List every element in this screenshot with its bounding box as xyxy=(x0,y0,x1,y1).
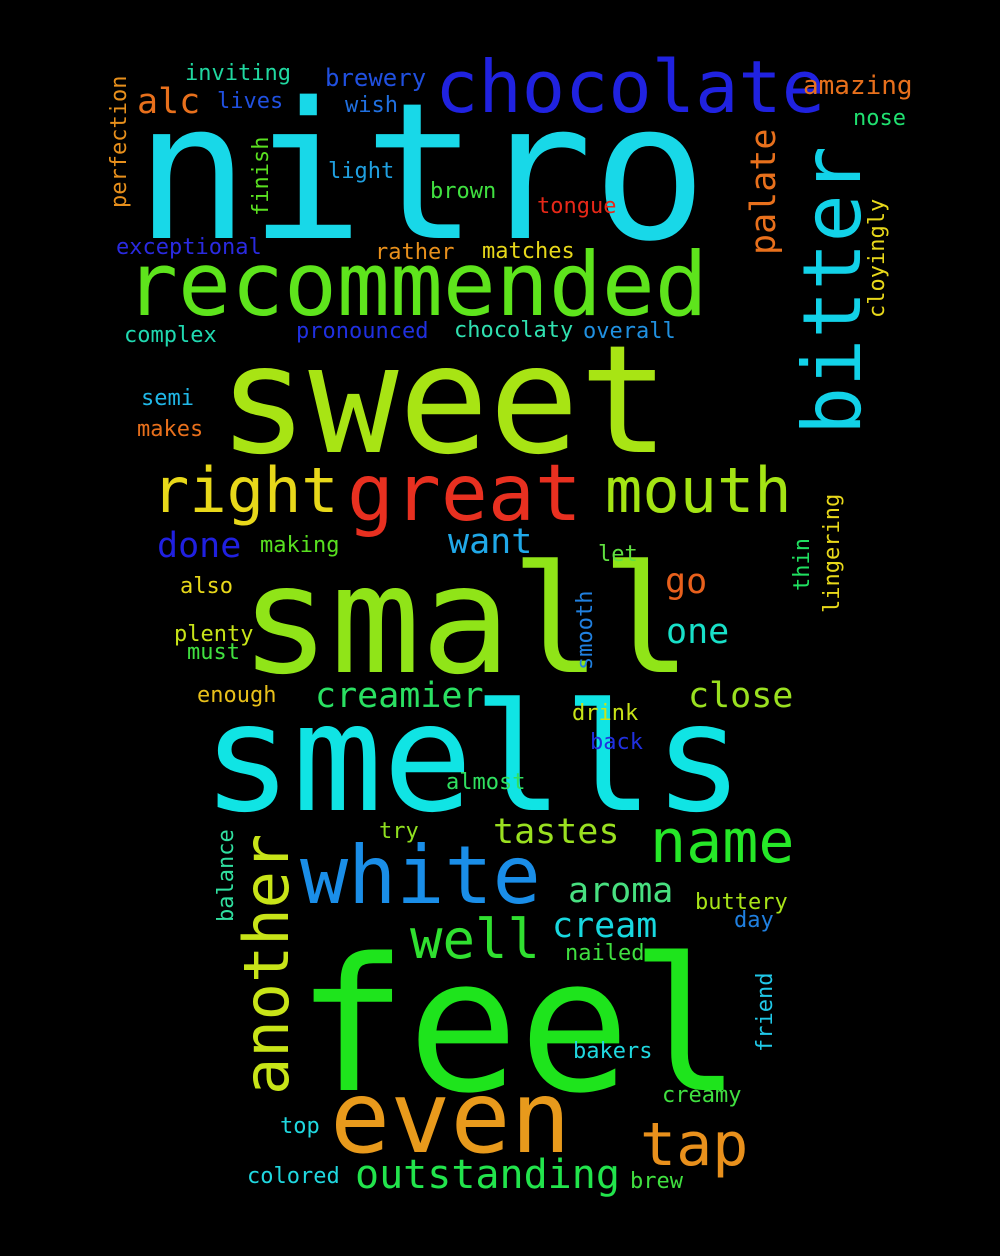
word-drink: drink xyxy=(572,701,638,726)
word-tongue: tongue xyxy=(537,194,616,219)
word-name: name xyxy=(650,807,795,877)
word-makes: makes xyxy=(137,417,203,442)
word-exceptional: exceptional xyxy=(116,235,262,260)
word-creamier: creamier xyxy=(315,676,484,716)
word-thin: thin xyxy=(790,538,815,591)
word-alc: alc xyxy=(137,82,200,122)
word-mouth: mouth xyxy=(605,454,792,527)
word-one: one xyxy=(666,612,729,652)
word-balance: balance xyxy=(214,829,239,922)
word-even: even xyxy=(330,1059,571,1176)
word-well: well xyxy=(410,908,540,971)
word-day: day xyxy=(734,908,774,933)
word-aroma: aroma xyxy=(568,871,673,911)
word-tastes: tastes xyxy=(493,812,619,852)
word-friend: friend xyxy=(753,973,778,1052)
word-nose: nose xyxy=(853,106,906,131)
word-semi: semi xyxy=(141,386,194,411)
word-feel: feel xyxy=(296,918,742,1134)
word-making: making xyxy=(260,533,339,558)
word-done: done xyxy=(157,526,241,566)
word-want: want xyxy=(448,522,532,562)
word-overall: overall xyxy=(583,319,676,344)
word-top: top xyxy=(280,1114,320,1139)
word-chocolate: chocolate xyxy=(435,45,825,129)
word-also: also xyxy=(180,574,233,599)
word-cloyingly: cloyingly xyxy=(865,199,890,318)
word-creamy: creamy xyxy=(662,1083,741,1108)
word-lingering: lingering xyxy=(820,494,845,613)
word-buttery: buttery xyxy=(695,890,788,915)
word-rather: rather xyxy=(375,240,454,265)
word-bakers: bakers xyxy=(573,1039,652,1064)
word-try: try xyxy=(379,819,419,844)
word-white: white xyxy=(300,829,541,922)
word-plenty: plenty xyxy=(174,622,253,647)
word-tap: tap xyxy=(640,1110,748,1180)
word-wish: wish xyxy=(345,93,398,118)
word-another: another xyxy=(230,834,303,1095)
word-light: light xyxy=(328,159,394,184)
word-amazing: amazing xyxy=(803,71,913,101)
word-pronounced: pronounced xyxy=(296,319,428,344)
word-close: close xyxy=(688,676,793,716)
word-must: must xyxy=(187,640,240,665)
word-brewery: brewery xyxy=(325,64,426,92)
word-brew: brew xyxy=(630,1169,684,1194)
word-nitro: nitro xyxy=(135,62,707,283)
word-nailed: nailed xyxy=(565,941,644,966)
word-enough: enough xyxy=(197,683,276,708)
word-lives: lives xyxy=(217,89,283,114)
word-great: great xyxy=(347,449,582,539)
word-complex: complex xyxy=(124,323,217,348)
word-go: go xyxy=(665,562,707,602)
word-almost: almost xyxy=(446,770,525,795)
word-back: back xyxy=(590,730,643,755)
word-bitter: bitter xyxy=(786,146,879,435)
word-smells: smells xyxy=(202,672,744,846)
word-brown: brown xyxy=(430,179,496,204)
word-palate: palate xyxy=(744,129,784,255)
word-chocolaty: chocolaty xyxy=(454,318,573,343)
word-matches: matches xyxy=(482,239,575,264)
word-right: right xyxy=(152,454,339,527)
word-perfection: perfection xyxy=(107,76,132,208)
word-outstanding: outstanding xyxy=(355,1152,620,1198)
word-colored: colored xyxy=(247,1164,340,1189)
word-sweet: sweet xyxy=(218,314,670,488)
word-cream: cream xyxy=(552,906,657,946)
word-inviting: inviting xyxy=(185,61,291,86)
word-small: small xyxy=(240,534,692,708)
word-finish: finish xyxy=(249,137,274,216)
word-smooth: smooth xyxy=(573,591,598,670)
word-let: let xyxy=(598,542,638,567)
word-recommended: recommended xyxy=(125,233,708,336)
